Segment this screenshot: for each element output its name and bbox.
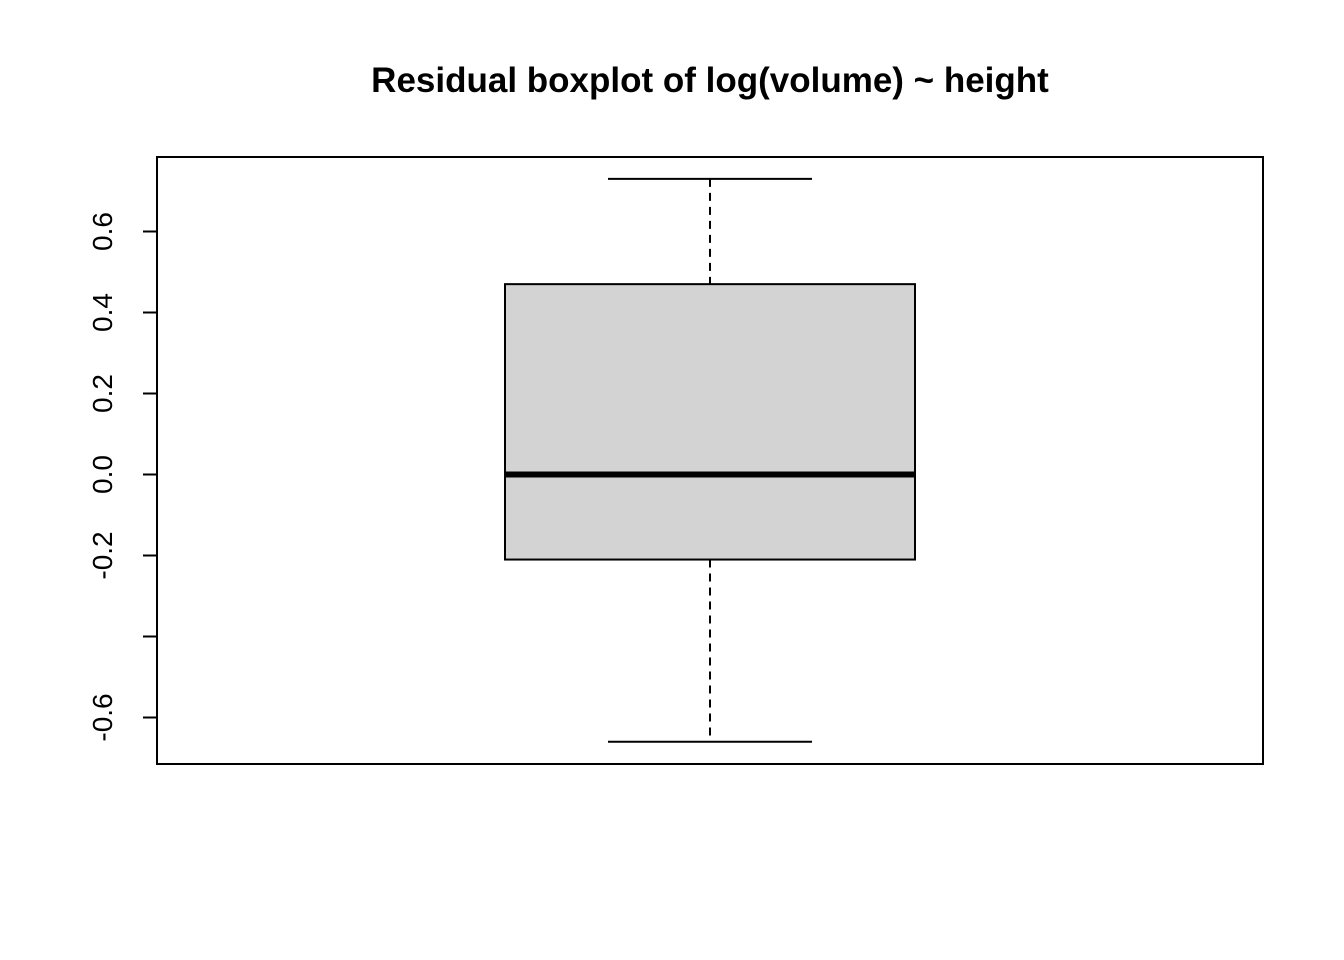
y-axis: -0.6 -0.2 0.0 0.2 0.4 0.6 bbox=[87, 212, 158, 742]
box-group bbox=[504, 177, 916, 743]
y-tick-label: 0.0 bbox=[87, 455, 118, 494]
y-tick-label: -0.6 bbox=[87, 693, 118, 741]
iqr-box bbox=[504, 283, 916, 561]
y-tick-label: 0.2 bbox=[87, 374, 118, 413]
y-tick-label: -0.2 bbox=[87, 531, 118, 579]
y-tick-label: 0.4 bbox=[87, 293, 118, 332]
chart-title: Residual boxplot of log(volume) ~ height bbox=[371, 61, 1049, 100]
y-tick-label: 0.6 bbox=[87, 212, 118, 251]
